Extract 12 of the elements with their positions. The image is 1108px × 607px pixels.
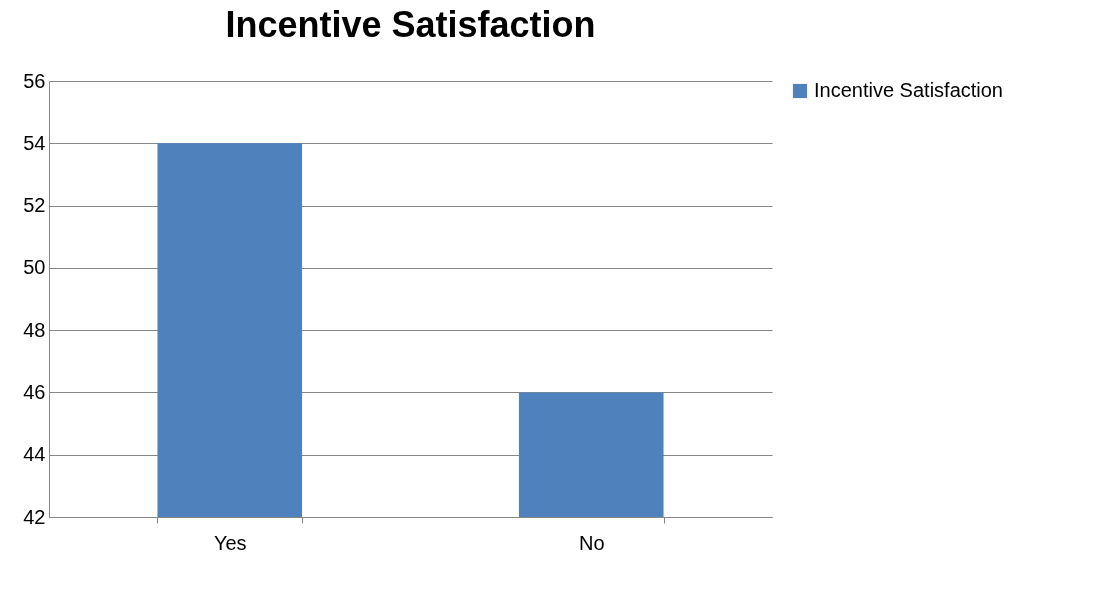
legend-label: Incentive Satisfaction bbox=[814, 79, 1003, 101]
y-tick-label: 54 bbox=[23, 131, 46, 154]
x-tick-label: Yes bbox=[213, 531, 247, 554]
y-tick-label: 56 bbox=[23, 69, 46, 92]
y-tick-label: 44 bbox=[23, 443, 46, 466]
y-tick-label: 46 bbox=[23, 380, 46, 403]
y-tick-label: 50 bbox=[23, 256, 46, 279]
x-tick-label: No bbox=[578, 531, 605, 554]
y-tick-label: 52 bbox=[23, 194, 46, 217]
y-tick-label: 42 bbox=[23, 505, 46, 528]
chart-title: Incentive Satisfaction bbox=[225, 4, 596, 45]
y-tick-label: 48 bbox=[23, 318, 46, 341]
